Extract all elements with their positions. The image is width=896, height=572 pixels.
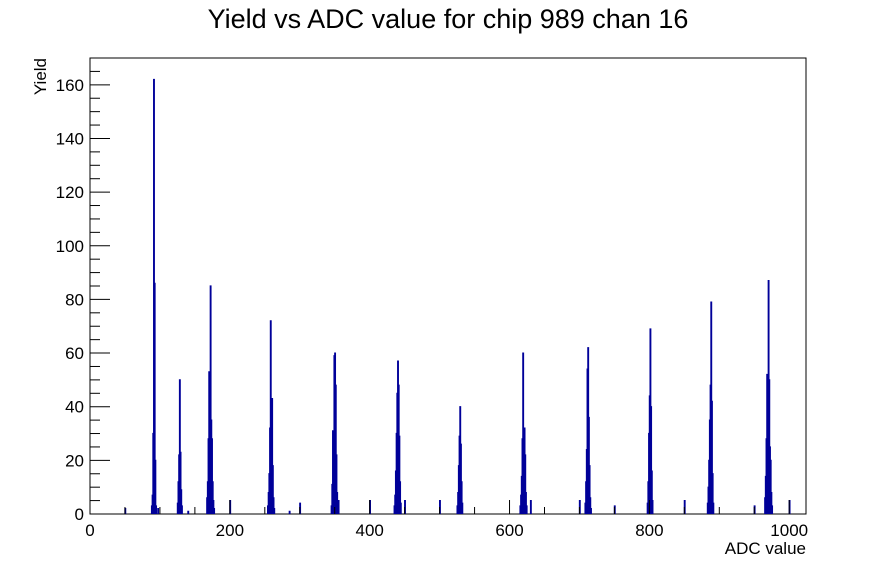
x-tick-label: 600 <box>495 521 523 540</box>
x-tick-label: 200 <box>216 521 244 540</box>
histogram-bin <box>181 505 183 514</box>
y-tick-label: 60 <box>65 344 84 363</box>
histogram-bin <box>179 451 182 514</box>
histogram-bin <box>525 491 527 514</box>
y-tick-label: 120 <box>56 183 84 202</box>
histogram-bin <box>178 379 181 514</box>
histogram-bin <box>271 465 274 514</box>
histogram-bin <box>334 384 337 514</box>
histogram-bin <box>337 499 340 514</box>
histogram-bin <box>336 491 339 514</box>
y-axis-ticks <box>90 57 110 515</box>
histogram-bin <box>213 508 216 514</box>
histogram-bin <box>180 489 183 514</box>
histogram-bin <box>529 499 532 514</box>
y-tick-label: 140 <box>56 129 84 148</box>
histogram-bin <box>154 459 157 514</box>
histogram-bin <box>187 510 190 514</box>
x-tick-label: 400 <box>356 521 384 540</box>
histogram-bin <box>211 481 214 514</box>
histogram-bin <box>651 499 654 514</box>
y-tick-label: 160 <box>56 76 84 95</box>
histogram-bin <box>269 320 272 514</box>
histogram-bin <box>211 438 213 514</box>
histogram-bin <box>209 285 212 514</box>
histogram-bin <box>399 502 402 514</box>
histogram-bin <box>711 473 714 514</box>
histogram-bin <box>712 502 715 514</box>
chart-title: Yield vs ADC value for chip 989 chan 16 <box>208 4 689 34</box>
x-tick-label: 800 <box>635 521 663 540</box>
histogram-bin <box>272 497 275 514</box>
y-tick-label: 20 <box>65 451 84 470</box>
histogram-bin <box>399 481 402 514</box>
y-tick-label: 100 <box>56 237 84 256</box>
histogram-bin <box>335 454 338 514</box>
histogram-bin <box>522 352 525 514</box>
histogram-bin <box>770 491 773 514</box>
histogram-bin <box>288 510 291 514</box>
histogram-bin <box>212 499 215 514</box>
x-axis-label: ADC value <box>725 539 806 558</box>
x-axis-ticks <box>89 500 790 514</box>
histogram-bin <box>157 508 160 514</box>
histogram-bin <box>588 465 591 514</box>
histogram-bin <box>589 497 592 514</box>
histogram-bars <box>124 78 791 514</box>
histogram-bin <box>769 459 772 514</box>
y-tick-label: 40 <box>65 398 84 417</box>
y-axis-label: Yield <box>31 58 50 95</box>
histogram-bin <box>650 470 653 514</box>
histogram-bin <box>460 481 463 514</box>
plot-frame <box>89 57 807 515</box>
histogram-bin <box>590 508 592 514</box>
histogram-bin <box>459 443 462 514</box>
histogram-bin <box>525 505 528 514</box>
histogram-bin <box>524 454 527 514</box>
histogram-bin <box>650 406 653 514</box>
y-tick-label: 0 <box>75 505 84 524</box>
x-tick-label: 1000 <box>770 521 808 540</box>
histogram-bin <box>398 435 401 514</box>
histogram-bin <box>771 505 774 514</box>
histogram-bin <box>273 508 276 514</box>
histogram-bin <box>461 502 464 514</box>
x-tick-label: 0 <box>85 521 94 540</box>
histogram-bin <box>711 400 713 514</box>
y-tick-label: 80 <box>65 290 84 309</box>
histogram-bin <box>153 282 156 514</box>
histogram-bin <box>155 505 158 514</box>
y-axis-tick-labels: 0 20 40 60 80 100 120 140 160 <box>56 76 84 524</box>
x-axis-tick-labels: 0 200 400 600 800 1000 <box>85 521 808 540</box>
histogram-bin <box>271 398 274 514</box>
